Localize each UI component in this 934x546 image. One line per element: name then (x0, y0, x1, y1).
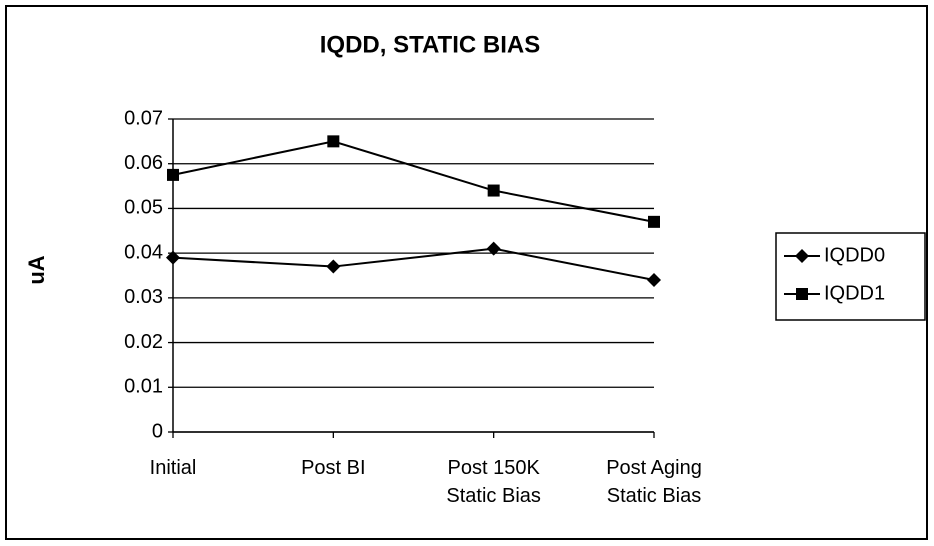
y-axis-label: uA (24, 255, 49, 284)
chart-title: IQDD, STATIC BIAS (320, 31, 540, 58)
x-tick-label: Post Aging Static Bias (606, 457, 702, 507)
legend-box (775, 232, 926, 321)
data-point (487, 184, 500, 197)
legend-marker (795, 249, 809, 263)
y-tick-label: 0.02 (124, 331, 163, 353)
y-tick-label: 0 (152, 420, 163, 442)
data-point (647, 272, 661, 287)
y-tick-label: 0.05 (124, 197, 163, 219)
series-line (172, 140, 655, 223)
data-point (167, 168, 179, 181)
legend-label: IQDD0 (824, 244, 885, 266)
y-tick-label: 0.07 (124, 107, 163, 129)
x-tick-label: Post 150K Static Bias (446, 457, 541, 507)
chart-frame (5, 5, 928, 540)
y-tick-label: 0.01 (124, 376, 163, 398)
data-point (327, 135, 340, 148)
y-tick-label: 0.04 (124, 241, 163, 263)
y-tick-label: 0.03 (124, 286, 163, 308)
legend-label: IQDD1 (824, 282, 885, 304)
data-point (166, 250, 180, 265)
data-point (326, 259, 341, 274)
legend-marker (796, 288, 808, 300)
y-tick-label: 0.06 (124, 152, 163, 174)
series-line (172, 247, 655, 281)
data-point (648, 215, 660, 228)
data-point (486, 241, 501, 256)
x-tick-label: Initial (149, 457, 197, 479)
x-tick-label: Post BI (301, 457, 366, 479)
